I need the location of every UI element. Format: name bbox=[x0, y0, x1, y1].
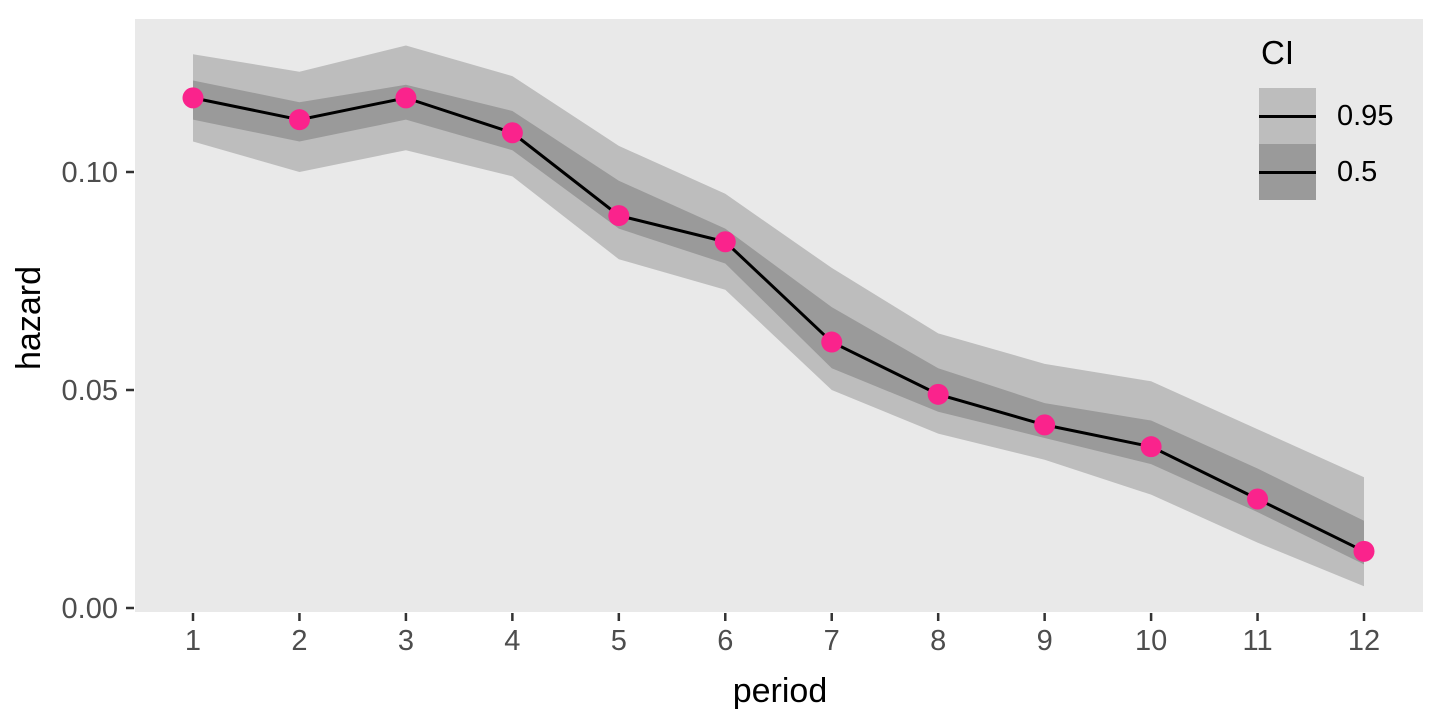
legend-entry-50: 0.5 bbox=[1259, 144, 1393, 200]
legend-key-line-icon bbox=[1259, 114, 1316, 118]
data-point bbox=[608, 205, 630, 227]
x-tick-label: 8 bbox=[930, 625, 946, 657]
data-point bbox=[1034, 414, 1056, 436]
data-point bbox=[501, 122, 523, 144]
x-tick-label: 9 bbox=[1037, 625, 1053, 657]
x-tick-label: 7 bbox=[824, 625, 840, 657]
data-point bbox=[927, 383, 949, 405]
x-tick-label: 10 bbox=[1135, 625, 1167, 657]
x-tick-label: 2 bbox=[291, 625, 307, 657]
x-tick-label: 12 bbox=[1348, 625, 1380, 657]
ci50-ribbon bbox=[193, 80, 1364, 565]
data-point bbox=[395, 87, 417, 109]
data-point bbox=[714, 231, 736, 253]
legend-title: CI bbox=[1261, 34, 1294, 71]
legend-entry-95: 0.95 bbox=[1259, 88, 1393, 144]
legend-key-50-swatch bbox=[1259, 144, 1316, 200]
x-tick-label: 4 bbox=[504, 625, 520, 657]
legend-label-50: 0.5 bbox=[1337, 155, 1378, 188]
data-point bbox=[1140, 436, 1162, 458]
y-axis-title: hazard bbox=[10, 266, 48, 370]
legend: CI 0.95 0.5 bbox=[1259, 34, 1393, 200]
data-point bbox=[182, 87, 204, 109]
x-tick-label: 5 bbox=[611, 625, 627, 657]
y-tick-label: 0.05 bbox=[62, 375, 118, 407]
legend-key-line-icon bbox=[1259, 170, 1316, 174]
x-axis-title: period bbox=[732, 672, 828, 710]
x-tick-label: 6 bbox=[717, 625, 733, 657]
y-tick-label: 0.00 bbox=[62, 593, 118, 625]
x-tick-label: 11 bbox=[1242, 625, 1272, 657]
hazard-line bbox=[192, 96, 1365, 553]
data-point bbox=[1247, 488, 1269, 510]
legend-label-95: 0.95 bbox=[1337, 99, 1394, 132]
data-point bbox=[821, 331, 843, 353]
data-point bbox=[288, 109, 310, 131]
data-point bbox=[1353, 540, 1375, 562]
x-tick-label: 1 bbox=[185, 625, 201, 657]
y-tick-label: 0.10 bbox=[62, 157, 118, 189]
x-tick-label: 3 bbox=[398, 625, 414, 657]
legend-key-95-swatch bbox=[1259, 88, 1316, 144]
